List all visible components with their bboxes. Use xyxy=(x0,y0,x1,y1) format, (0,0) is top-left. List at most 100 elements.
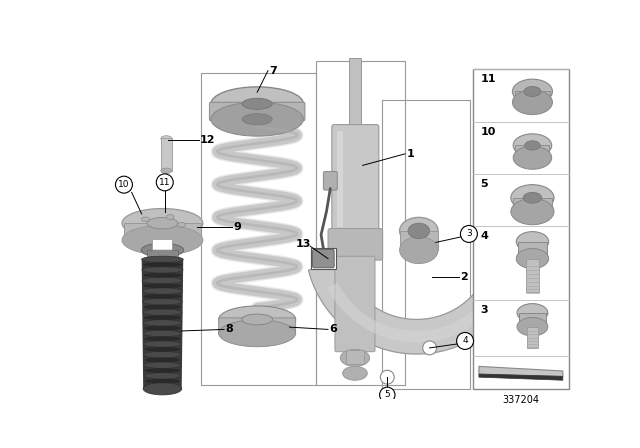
Ellipse shape xyxy=(122,208,203,238)
Ellipse shape xyxy=(399,237,438,263)
Circle shape xyxy=(156,174,173,191)
Ellipse shape xyxy=(145,369,179,372)
Ellipse shape xyxy=(142,267,183,273)
FancyBboxPatch shape xyxy=(328,228,383,260)
Ellipse shape xyxy=(242,314,273,325)
Circle shape xyxy=(422,341,436,355)
Bar xyxy=(316,61,405,385)
Ellipse shape xyxy=(511,185,554,211)
Ellipse shape xyxy=(141,243,184,257)
Ellipse shape xyxy=(178,222,186,227)
FancyBboxPatch shape xyxy=(219,318,296,335)
Ellipse shape xyxy=(145,337,180,340)
Bar xyxy=(349,58,361,127)
Text: 4: 4 xyxy=(481,231,488,241)
Circle shape xyxy=(460,225,477,242)
Ellipse shape xyxy=(242,98,272,109)
Bar xyxy=(515,146,549,158)
Ellipse shape xyxy=(511,198,554,225)
Ellipse shape xyxy=(513,146,552,169)
Text: 9: 9 xyxy=(234,222,241,232)
Text: 7: 7 xyxy=(269,66,277,76)
Ellipse shape xyxy=(161,168,172,173)
Text: 11: 11 xyxy=(481,74,496,84)
FancyBboxPatch shape xyxy=(152,239,172,250)
Circle shape xyxy=(380,370,394,384)
Bar xyxy=(201,73,316,385)
Bar xyxy=(526,258,539,293)
Ellipse shape xyxy=(142,288,182,294)
Text: 10: 10 xyxy=(118,180,130,189)
Ellipse shape xyxy=(166,215,174,220)
Text: 13: 13 xyxy=(296,239,311,249)
Ellipse shape xyxy=(516,249,548,269)
Ellipse shape xyxy=(242,114,272,125)
Ellipse shape xyxy=(143,383,182,395)
Ellipse shape xyxy=(145,326,180,330)
FancyBboxPatch shape xyxy=(335,256,375,352)
Ellipse shape xyxy=(513,79,552,104)
Ellipse shape xyxy=(144,305,180,309)
Ellipse shape xyxy=(143,298,182,305)
Text: 10: 10 xyxy=(481,126,496,137)
Bar xyxy=(518,313,547,327)
Bar xyxy=(124,223,201,240)
Bar xyxy=(382,100,470,389)
Ellipse shape xyxy=(144,294,181,298)
Ellipse shape xyxy=(408,223,429,238)
Ellipse shape xyxy=(143,309,182,315)
Ellipse shape xyxy=(141,256,183,263)
Ellipse shape xyxy=(525,141,540,150)
Ellipse shape xyxy=(399,217,438,244)
Ellipse shape xyxy=(122,225,203,255)
Circle shape xyxy=(115,176,132,193)
Circle shape xyxy=(456,332,474,349)
Ellipse shape xyxy=(145,316,180,319)
Ellipse shape xyxy=(142,277,183,284)
Polygon shape xyxy=(479,374,563,380)
Text: 3: 3 xyxy=(481,305,488,315)
Ellipse shape xyxy=(147,217,178,229)
Text: 2: 2 xyxy=(460,272,468,282)
Ellipse shape xyxy=(144,284,181,288)
FancyBboxPatch shape xyxy=(323,172,337,190)
Bar xyxy=(399,231,438,250)
Bar xyxy=(527,327,538,348)
Bar xyxy=(346,350,364,364)
Ellipse shape xyxy=(342,366,367,380)
Ellipse shape xyxy=(524,86,541,96)
Ellipse shape xyxy=(143,263,182,267)
Text: 337204: 337204 xyxy=(502,395,539,405)
Bar xyxy=(161,138,172,171)
Ellipse shape xyxy=(517,318,548,336)
Ellipse shape xyxy=(145,348,180,351)
Ellipse shape xyxy=(211,87,303,121)
Text: 5: 5 xyxy=(481,179,488,189)
Text: 5: 5 xyxy=(385,390,390,399)
Ellipse shape xyxy=(145,358,180,362)
Polygon shape xyxy=(328,283,506,342)
Circle shape xyxy=(380,387,395,403)
Bar xyxy=(515,91,550,102)
Bar xyxy=(147,250,178,259)
Ellipse shape xyxy=(144,362,181,368)
Bar xyxy=(473,69,569,389)
Text: 4: 4 xyxy=(462,336,468,345)
Bar xyxy=(513,198,552,211)
Ellipse shape xyxy=(144,373,180,379)
Text: 6: 6 xyxy=(330,324,337,334)
Polygon shape xyxy=(141,259,183,389)
Ellipse shape xyxy=(143,320,182,326)
Ellipse shape xyxy=(143,330,182,336)
Ellipse shape xyxy=(513,134,552,157)
Ellipse shape xyxy=(144,352,181,358)
FancyBboxPatch shape xyxy=(332,125,379,233)
Polygon shape xyxy=(308,262,523,354)
Ellipse shape xyxy=(517,304,548,322)
Text: 12: 12 xyxy=(200,135,216,145)
Ellipse shape xyxy=(516,232,548,252)
Bar xyxy=(518,241,547,258)
Ellipse shape xyxy=(143,273,181,277)
Ellipse shape xyxy=(211,102,303,136)
Ellipse shape xyxy=(340,349,369,366)
